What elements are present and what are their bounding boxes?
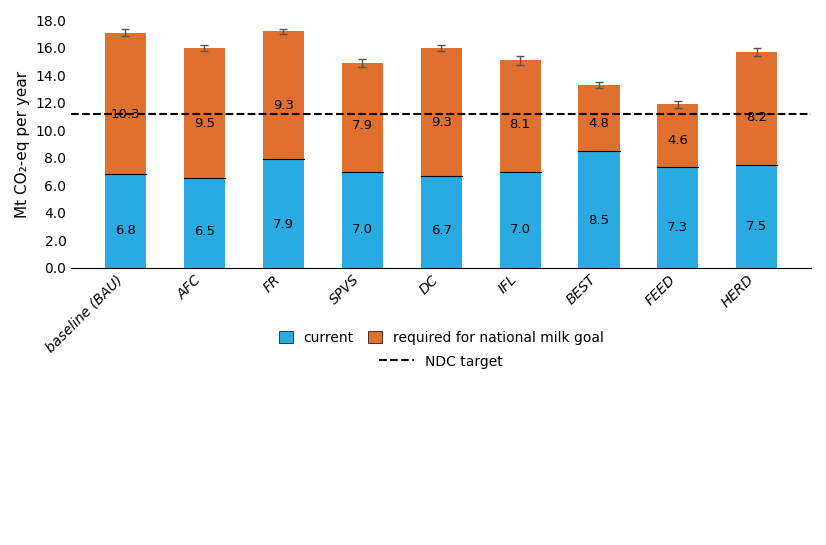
Text: 7.9: 7.9 [352, 119, 373, 132]
Text: 8.5: 8.5 [588, 214, 610, 227]
Legend: NDC target: NDC target [374, 349, 509, 374]
Text: 4.6: 4.6 [667, 135, 688, 147]
Bar [263, 159, 304, 268]
Bar [342, 172, 382, 268]
Bar [184, 48, 225, 178]
Text: 9.3: 9.3 [430, 116, 452, 129]
Text: 9.3: 9.3 [273, 99, 294, 112]
Text: 6.5: 6.5 [194, 226, 215, 238]
Text: 6.7: 6.7 [430, 225, 452, 237]
Y-axis label: Mt CO₂-eq per year: Mt CO₂-eq per year [15, 70, 30, 217]
Bar [263, 32, 304, 159]
Text: 8.1: 8.1 [510, 118, 530, 131]
Bar [500, 60, 540, 172]
Bar [578, 151, 620, 268]
Bar [420, 48, 462, 175]
Bar [736, 52, 777, 165]
Text: 10.3: 10.3 [111, 108, 140, 122]
Bar [184, 178, 225, 268]
Text: 7.0: 7.0 [510, 223, 530, 235]
Text: 7.9: 7.9 [273, 217, 294, 231]
Bar [578, 85, 620, 151]
Text: 8.2: 8.2 [747, 111, 767, 124]
Text: 6.8: 6.8 [115, 224, 135, 237]
Bar [105, 33, 146, 174]
Text: 7.0: 7.0 [352, 223, 373, 235]
Bar [657, 167, 699, 268]
Bar [657, 104, 699, 167]
Text: 7.3: 7.3 [667, 221, 689, 234]
Bar [736, 165, 777, 268]
Text: 7.5: 7.5 [747, 220, 767, 233]
Bar [500, 172, 540, 268]
Bar [420, 175, 462, 268]
Text: 4.8: 4.8 [589, 117, 610, 130]
Text: 9.5: 9.5 [194, 117, 215, 130]
Bar [342, 63, 382, 172]
Bar [105, 174, 146, 268]
